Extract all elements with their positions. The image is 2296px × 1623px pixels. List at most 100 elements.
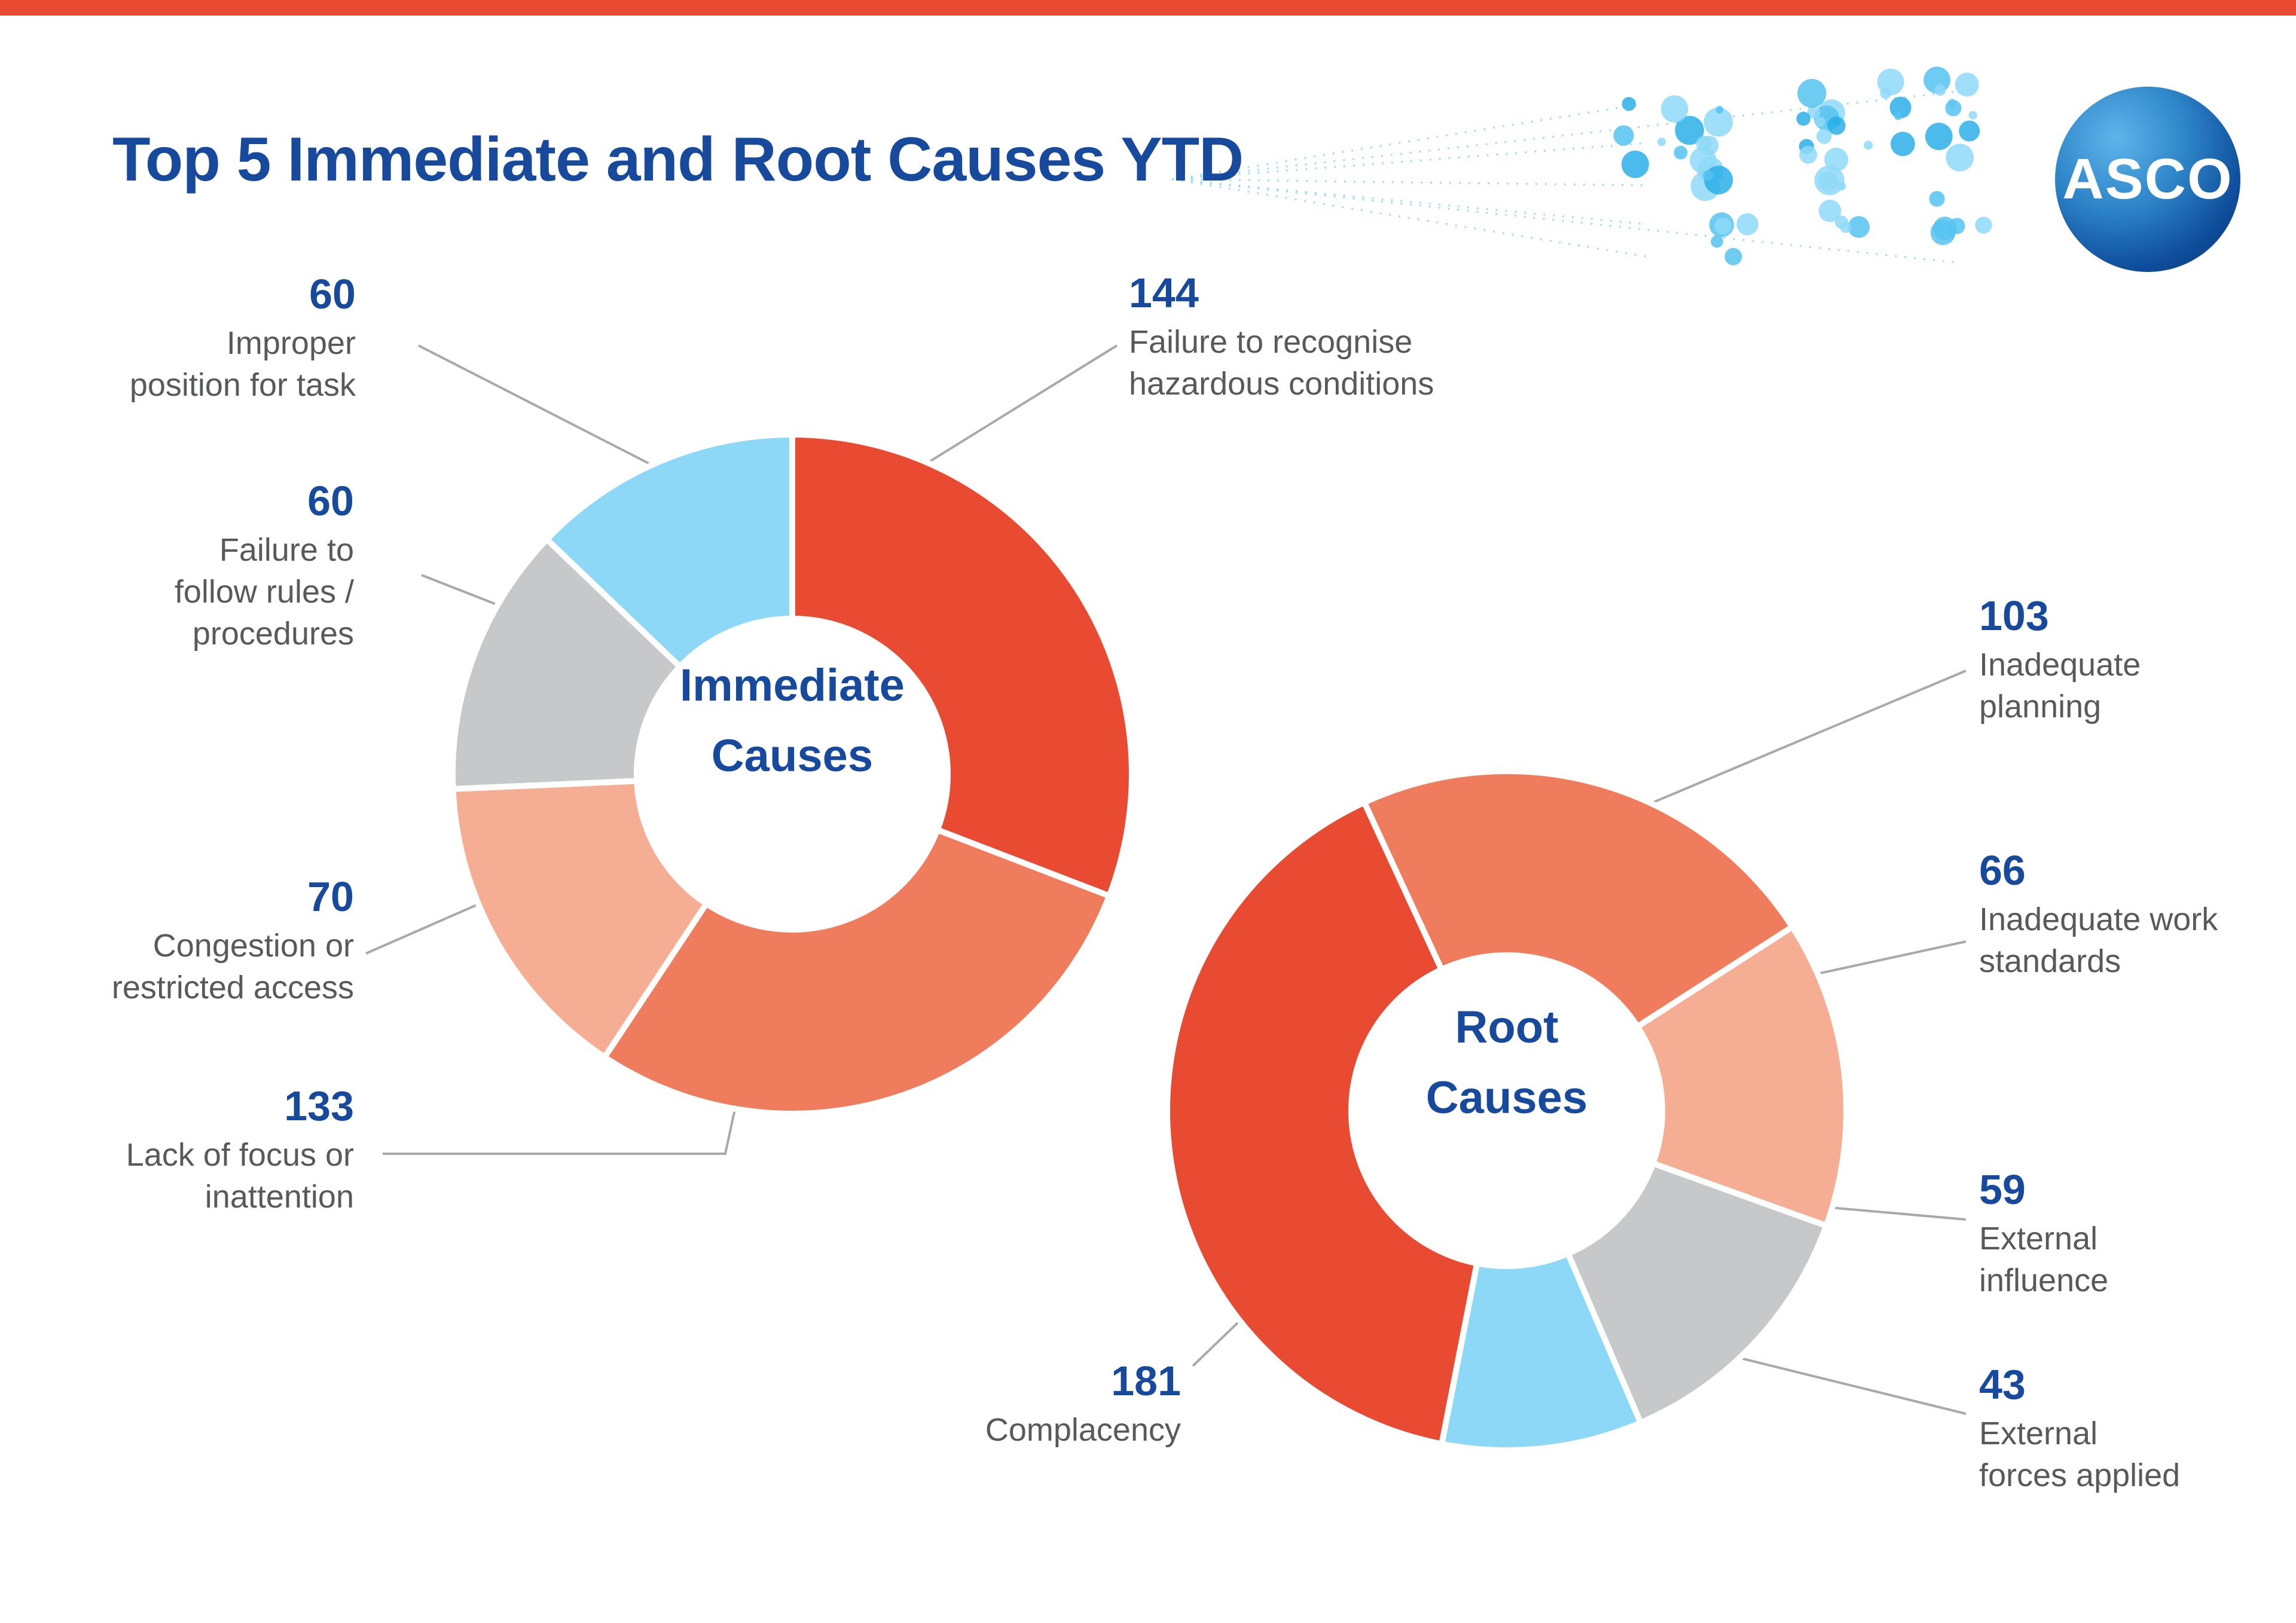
- callout-label: Inadequate work standards: [1979, 901, 2218, 979]
- immediate-causes-center-label: Immediate Causes: [613, 650, 972, 791]
- callout-complacency: 181 Complacency: [822, 1357, 1181, 1451]
- map-dot: [1968, 111, 1977, 120]
- map-dot: [1621, 150, 1649, 178]
- callout-failure-to-recognise: 144 Failure to recognise hazardous condi…: [1129, 269, 1607, 405]
- callout-label: Congestion or restricted access: [111, 927, 354, 1005]
- map-dot: [1929, 191, 1945, 207]
- root-causes-donut: [1164, 768, 1849, 1453]
- donut-segment-gray: [450, 536, 683, 792]
- center-label-line: Immediate: [680, 660, 905, 711]
- map-dot: [1827, 117, 1846, 135]
- callout-label: Improper position for task: [129, 325, 356, 403]
- map-dot: [1736, 213, 1759, 236]
- map-dot: [1724, 247, 1742, 265]
- map-dot: [1674, 145, 1688, 160]
- callout-label: Lack of focus or inattention: [126, 1136, 354, 1215]
- map-dot: [1807, 105, 1821, 119]
- map-dot: [1703, 107, 1733, 137]
- callout-external-forces: 43 External forces applied: [1979, 1361, 2260, 1496]
- callout-congestion: 70 Congestion or restricted access: [55, 873, 354, 1008]
- donut-segment-orange: [602, 827, 1113, 1117]
- callout-label: Failure to follow rules / procedures: [174, 531, 354, 652]
- map-dot: [1894, 112, 1903, 120]
- map-dot: [1955, 72, 1979, 97]
- map-dot: [1934, 84, 1946, 96]
- root-causes-center-label: Root Causes: [1327, 992, 1686, 1133]
- dotted-lines-graphic: [1171, 88, 1974, 264]
- map-dot: [1622, 97, 1636, 111]
- map-dot: [1891, 132, 1915, 157]
- map-dot: [1880, 87, 1892, 99]
- top-accent-bar: [0, 0, 2296, 16]
- callout-label: Inadequate planning: [1979, 646, 2141, 725]
- callout-label: Failure to recognise hazardous condition…: [1129, 323, 1434, 402]
- callout-value: 60: [307, 478, 354, 524]
- map-dot: [1925, 123, 1953, 151]
- map-dot: [1702, 170, 1714, 181]
- callout-inadequate-planning: 103 Inadequate planning: [1979, 592, 2260, 728]
- leader-imm-red: [896, 344, 1118, 483]
- map-dot: [1815, 117, 1825, 127]
- callout-label: External forces applied: [1979, 1415, 2181, 1493]
- callout-value: 103: [1979, 592, 2049, 639]
- map-dot: [1711, 235, 1723, 248]
- map-dot: [1889, 96, 1912, 118]
- map-dot: [1864, 140, 1873, 150]
- map-dot: [1816, 129, 1832, 144]
- map-dot: [1657, 137, 1666, 146]
- map-dot: [1933, 216, 1957, 241]
- map-dot: [1946, 143, 1974, 172]
- map-dot: [1945, 100, 1962, 117]
- callout-value: 70: [307, 873, 354, 920]
- map-dot: [1824, 148, 1849, 172]
- callout-value: 181: [1111, 1358, 1181, 1404]
- callout-external-influence: 59 External influence: [1979, 1166, 2254, 1301]
- center-label-line: Causes: [1425, 1072, 1588, 1123]
- callout-label: External influence: [1979, 1220, 2109, 1298]
- map-dot: [1840, 221, 1852, 233]
- map-dot: [1848, 216, 1870, 238]
- page-title: Top 5 Immediate and Root Causes YTD: [112, 125, 1244, 194]
- donut-segment-light_orange: [450, 778, 710, 1060]
- map-dot: [1675, 115, 1704, 145]
- asco-logo-text: ASCO: [2062, 147, 2233, 211]
- callout-value: 59: [1979, 1166, 2026, 1213]
- map-dot: [1714, 217, 1732, 235]
- callout-label: Complacency: [985, 1411, 1181, 1448]
- leader-imm-blue: [418, 344, 692, 487]
- callout-value: 66: [1979, 847, 2026, 894]
- map-dot: [1799, 145, 1818, 164]
- map-dot: [1959, 120, 1980, 142]
- map-dot: [1715, 106, 1724, 114]
- callout-value: 43: [1979, 1361, 2026, 1408]
- center-label-line: Root: [1455, 1002, 1559, 1053]
- map-dot: [1613, 125, 1634, 146]
- donut-segment-orange: [1361, 768, 1796, 1030]
- immediate-causes-donut: [450, 432, 1135, 1117]
- callout-value: 60: [309, 271, 356, 317]
- map-dot: [1660, 95, 1689, 123]
- donut-segment-red: [789, 432, 1135, 899]
- map-dot: [1796, 111, 1810, 126]
- callout-value: 144: [1129, 270, 1199, 316]
- asco-logo: ASCO: [2055, 87, 2240, 272]
- donut-segment-light_orange: [1634, 924, 1849, 1229]
- world-map-graphic: [1613, 66, 1992, 265]
- donut-segment-light_blue: [544, 432, 795, 670]
- callout-value: 133: [284, 1083, 354, 1129]
- donut-segment-red: [1164, 799, 1480, 1447]
- map-dot: [1975, 216, 1992, 234]
- callout-improper-position: 60 Improper position for task: [57, 270, 356, 406]
- center-label-line: Causes: [711, 730, 874, 781]
- donut-segment-light_blue: [1439, 1250, 1644, 1453]
- donut-segment-gray: [1565, 1160, 1830, 1426]
- map-dot: [1797, 79, 1827, 108]
- map-dot: [1818, 172, 1839, 192]
- callout-failure-to-follow-rules: 60 Failure to follow rules / procedures: [55, 477, 354, 655]
- callout-inadequate-work-standards: 66 Inadequate work standards: [1979, 846, 2266, 982]
- map-dot: [1818, 200, 1842, 222]
- callout-lack-of-focus: 133 Lack of focus or inattention: [55, 1082, 354, 1218]
- map-dot: [1690, 146, 1717, 174]
